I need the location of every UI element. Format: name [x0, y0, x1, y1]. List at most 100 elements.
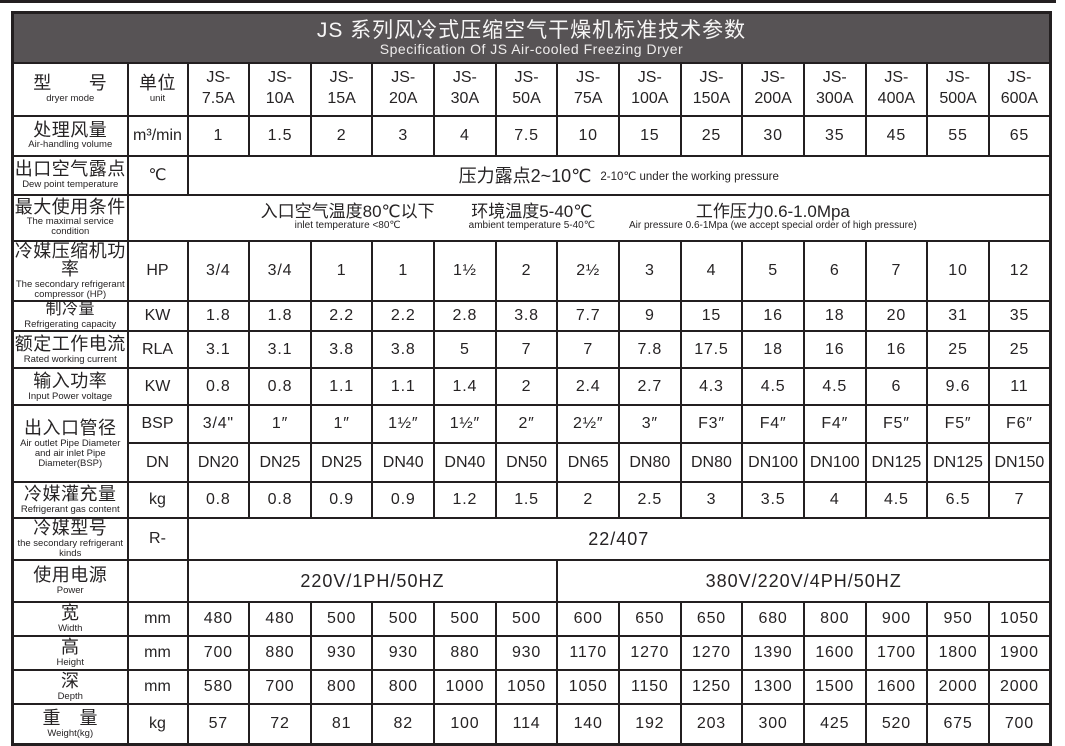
model-size: 20A — [389, 90, 418, 107]
model-prefix: JS- — [452, 69, 477, 87]
model-prefix: JS- — [884, 69, 909, 87]
air-volume-value: 1 — [186, 114, 251, 157]
model-header-cell: JS- 75A — [556, 61, 620, 117]
width-value: 500 — [309, 601, 374, 638]
current-value: 25 — [987, 330, 1052, 370]
label-en: Depth — [57, 691, 83, 702]
row-input-power: 输入功率 Input Power voltage KW 0.8 0.8 1.1 1.1… — [11, 367, 1052, 407]
model-header-cell: JS- 7.5A — [186, 61, 251, 117]
row-refrigerant-kind: 冷媒型号 the secondary refrigerant kinds R- … — [11, 517, 1052, 562]
model-header-cell: JS- 300A — [802, 61, 867, 117]
pipe-dn-value: DN150 — [987, 442, 1052, 484]
current-value: 5 — [433, 330, 497, 370]
label-en: Height — [56, 657, 84, 668]
width-label: 宽 Width — [11, 601, 129, 638]
current-value: 3.1 — [248, 330, 312, 370]
row-max-condition: 最大使用条件 The maximal service condition 入口空… — [11, 193, 1052, 242]
width-value: 480 — [186, 601, 251, 638]
row-refrigerant-content: 冷媒灌充量 Refrigerant gas content kg 0.8 0.8 0… — [11, 481, 1052, 520]
model-size: 200A — [754, 90, 792, 107]
depth-value: 1050 — [494, 669, 559, 706]
label-en: Air outlet Pipe Diameter and air inlet P… — [20, 437, 121, 469]
current-value: 7 — [494, 330, 559, 370]
header-row: 型 号 dryer mode 单位 unit JS- 7.5A JS- 10A … — [11, 61, 1052, 117]
label-zh: 额定工作电流 — [14, 333, 126, 354]
weight-value: 700 — [987, 703, 1052, 746]
model-header-cell: JS- 400A — [864, 61, 929, 117]
weight-value: 425 — [802, 703, 867, 746]
pipe-bsp-value: 1″ — [248, 404, 312, 445]
width-value: 500 — [433, 601, 497, 638]
refrigerating-value: 2.2 — [371, 300, 436, 333]
pipe-dn-value: DN80 — [679, 442, 744, 484]
current-value: 7 — [556, 330, 620, 370]
input-power-value: 11 — [987, 367, 1052, 407]
refrigerant-content-value: 1.2 — [433, 481, 497, 520]
model-header-cell: JS- 500A — [926, 61, 990, 117]
model-header-cell: JS- 100A — [617, 61, 682, 117]
height-value: 880 — [248, 635, 312, 672]
row-power-supply: 使用电源 Power 220V/1PH/50HZ 380V/220V/4PH/5… — [11, 559, 1052, 604]
label-en: Width — [58, 623, 83, 634]
condition-zh: 工作压力0.6-1.0Mpa — [695, 202, 850, 222]
compressor-value: 7 — [864, 239, 929, 303]
refrigerating-value: 18 — [802, 300, 867, 333]
pipe-dn-value: DN125 — [926, 442, 990, 484]
page-title: JS 系列风冷式压缩空气干燥机标准技术参数 — [316, 18, 747, 42]
height-value: 1170 — [556, 635, 620, 672]
pipe-dn-value: DN65 — [556, 442, 620, 484]
label-zh: 冷媒型号 — [33, 518, 108, 539]
header-model-label: 型 号 dryer mode — [11, 61, 129, 117]
refrigerant-content-value: 3.5 — [741, 481, 805, 520]
row-air-volume: 处理风量 Air-handling volume m³/min 1 1.5 2 3 4 7… — [11, 114, 1052, 157]
max-condition-merged-cell: 入口空气温度80℃以下 inlet temperature <80℃ 环境温度5… — [126, 193, 1052, 242]
weight-value: 675 — [926, 703, 990, 746]
width-value: 900 — [864, 601, 929, 638]
weight-value: 520 — [864, 703, 929, 746]
width-value: 680 — [741, 601, 805, 638]
height-value: 1270 — [617, 635, 682, 672]
weight-value: 192 — [617, 703, 682, 746]
compressor-value: 3 — [617, 239, 682, 303]
height-value: 1900 — [987, 635, 1052, 672]
model-header-cell: JS- 10A — [248, 61, 312, 117]
model-prefix: JS- — [761, 69, 786, 87]
max-condition-label: 最大使用条件 The maximal service condition — [11, 193, 129, 242]
width-value: 950 — [926, 601, 990, 638]
dew-point-merged-cell: 压力露点2~10℃ 2-10℃ under the working pressu… — [186, 154, 1052, 196]
depth-value: 800 — [309, 669, 374, 706]
label-zh: 出入口管径 — [24, 417, 117, 438]
depth-value: 1250 — [679, 669, 744, 706]
unit-label-zh: 单位 — [139, 73, 176, 94]
current-value: 17.5 — [679, 330, 744, 370]
air-volume-value: 45 — [864, 114, 929, 157]
current-value: 16 — [864, 330, 929, 370]
pipe-dn-value: DN100 — [741, 442, 805, 484]
refrigerant-content-value: 7 — [987, 481, 1052, 520]
model-size: 150A — [692, 90, 731, 107]
label-en: Input Power voltage — [28, 390, 113, 402]
air-volume-unit: m³/min — [126, 114, 189, 157]
refrigerating-value: 15 — [679, 300, 744, 333]
pipe-bsp-value: F4″ — [741, 404, 805, 445]
input-power-value: 4.5 — [741, 367, 805, 407]
refrigerating-value: 9 — [617, 300, 682, 333]
compressor-value: 3/4 — [248, 239, 312, 303]
model-prefix: JS- — [391, 69, 416, 87]
compressor-value: 12 — [987, 239, 1052, 303]
refrigerant-content-value: 6.5 — [926, 481, 990, 520]
compressor-value: 1 — [309, 239, 374, 303]
depth-value: 2000 — [926, 669, 990, 706]
row-weight: 重 量 Weight(kg) kg 57 72 81 82 100 114 140 192 20… — [11, 703, 1052, 746]
row-pipe-bsp: 出入口管径 Air outlet Pipe Diameter and air i… — [11, 404, 1052, 484]
air-volume-value: 55 — [926, 114, 990, 157]
refrigerating-value: 31 — [926, 300, 990, 333]
model-size: 30A — [450, 90, 480, 107]
air-volume-value: 65 — [987, 114, 1052, 157]
label-en: Weight(kg) — [47, 727, 94, 739]
refrigerant-content-value: 4.5 — [864, 481, 929, 520]
compressor-value: 1½ — [433, 239, 497, 303]
dew-point-zh: 压力露点2~10℃ — [458, 166, 592, 186]
refrigerating-value: 1.8 — [248, 300, 312, 333]
compressor-value: 4 — [679, 239, 744, 303]
